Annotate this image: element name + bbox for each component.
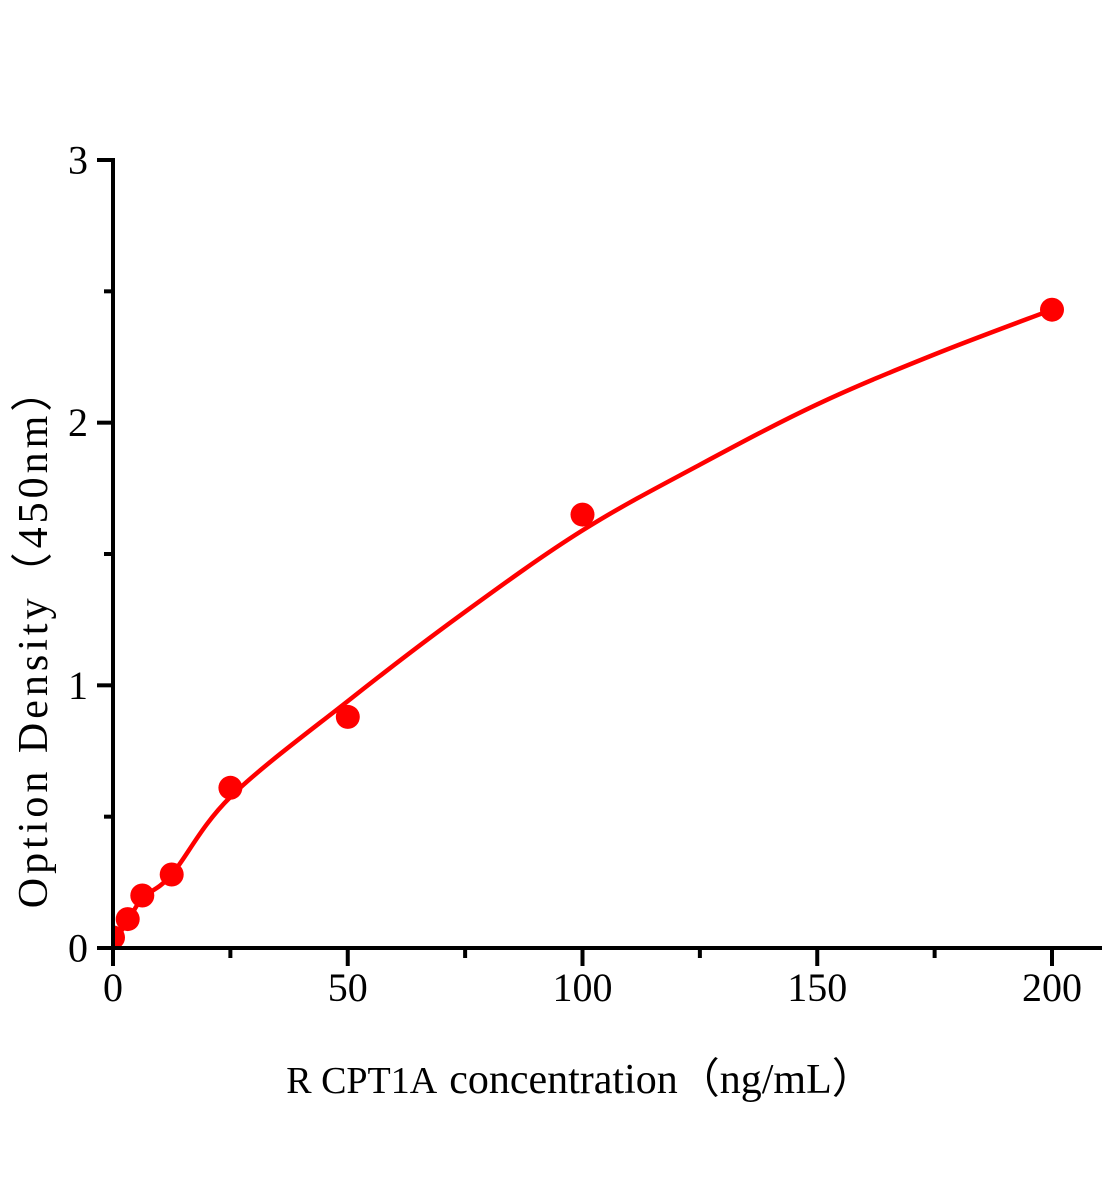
- data-point-marker: [218, 775, 243, 800]
- y-tick-label: 2: [68, 400, 88, 445]
- data-point-marker: [115, 925, 125, 946]
- x-tick-label: 200: [1022, 965, 1082, 1010]
- y-axis-title: Option Density（450nm）: [11, 366, 57, 909]
- axis-tick-labels: 0 1 2 3 0 50 100 150 200: [68, 138, 1082, 1011]
- x-tick-label: 0: [103, 965, 123, 1010]
- x-tick-label: 150: [787, 965, 847, 1010]
- x-tick-label: 50: [328, 965, 368, 1010]
- data-point-marker: [1040, 297, 1064, 322]
- data-point-marker: [335, 704, 360, 729]
- y-tick-label: 0: [68, 926, 88, 971]
- data-point-marker: [159, 862, 184, 887]
- x-tick-label: 100: [553, 965, 613, 1010]
- x-axis-title-rest: concentration（ng/mL）: [449, 1057, 874, 1103]
- fit-curve: [115, 307, 1055, 944]
- axes: [109, 158, 1102, 950]
- axis-ticks: [97, 158, 1054, 966]
- data-point-marker: [570, 502, 595, 527]
- x-axis-title-prefix: R CPT1A: [286, 1060, 438, 1102]
- data-point-marker: [115, 907, 140, 932]
- y-tick-label: 1: [68, 663, 88, 708]
- data-point-marker: [130, 883, 155, 908]
- y-tick-label: 3: [68, 138, 88, 183]
- plot-area: [115, 297, 1064, 946]
- x-axis-title: R CPT1A concentration（ng/mL）: [286, 1057, 874, 1103]
